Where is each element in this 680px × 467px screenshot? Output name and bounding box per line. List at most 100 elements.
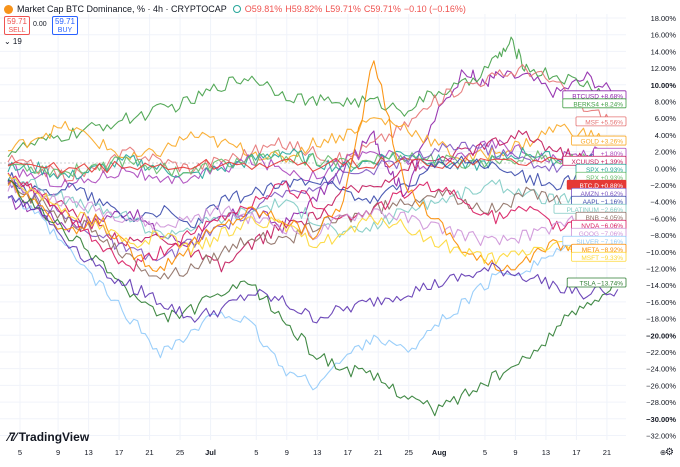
x-tick-label: 17 <box>344 448 352 457</box>
series-line-aapl <box>7 155 619 229</box>
y-tick-label: −24.00% <box>646 365 676 374</box>
series-line-platinum <box>7 177 619 240</box>
x-tick-label: 9 <box>285 448 289 457</box>
series-label-box <box>566 277 627 288</box>
series-label-msf: MSF +5.56% <box>575 116 627 126</box>
studies-toggle[interactable]: ⌄ 19 <box>4 37 22 46</box>
series-label-text: MSF +5.56% <box>585 119 623 126</box>
gear-icon[interactable]: ⚙ <box>665 447 674 458</box>
x-tick-label: 17 <box>115 448 123 457</box>
series-label-text: MSFT −9.33% <box>581 255 623 262</box>
buy-button[interactable]: 59.71 BUY <box>52 16 78 35</box>
series-line-gold <box>7 117 619 163</box>
chart-title: Market Cap BTC Dominance, % · 4h · CRYPT… <box>17 4 227 14</box>
y-tick-label: −30.00% <box>646 415 676 424</box>
series-price-labels: BTCUSD +8.68%BERKS4 +8.24% MSF +5.56% GOLD… <box>553 90 627 288</box>
logo-text: TradingView <box>18 430 90 444</box>
series-label-text: TSLA −13.74% <box>579 281 623 288</box>
series-line-btc.d <box>7 155 618 174</box>
y-tick-label: 4.00% <box>655 131 677 140</box>
series-label-text: GOLD +3.26% <box>581 139 624 146</box>
x-tick-label: 9 <box>513 448 517 457</box>
y-tick-label: −6.00% <box>650 214 676 223</box>
tradingview-logo-icon: ⁄7⁄ <box>8 430 17 444</box>
x-tick-label: 25 <box>405 448 413 457</box>
series-label-text: GOOG −7.06% <box>579 231 623 238</box>
ohlc-open: O59.81% <box>244 4 283 14</box>
series-label-box <box>571 251 627 262</box>
x-tick-label: Aug <box>432 448 447 457</box>
y-tick-label: 2.00% <box>655 148 677 157</box>
series-line-xcuusd <box>7 129 619 273</box>
series-line-msf <box>7 64 619 182</box>
x-tick-label: 13 <box>313 448 321 457</box>
series-line-msft <box>7 173 618 265</box>
x-tick-label: 5 <box>254 448 258 457</box>
series-label-text: XCUUSD +1.39% <box>572 159 624 166</box>
series-label-aapl: AAPL −1.16% <box>571 195 627 206</box>
y-tick-label: 16.00% <box>651 31 677 40</box>
buy-label: BUY <box>57 27 73 34</box>
y-tick-label: −28.00% <box>646 398 676 407</box>
y-tick-label: −2.00% <box>650 181 676 190</box>
series-line-berks4 <box>7 36 619 158</box>
y-tick-label: 14.00% <box>651 47 677 56</box>
y-tick-label: −10.00% <box>646 248 676 257</box>
series-label-msft: MSFT −9.33% <box>571 251 627 262</box>
y-tick-label: 0.00% <box>655 164 677 173</box>
y-tick-label: −20.00% <box>646 331 676 340</box>
series-label-box <box>562 98 627 109</box>
y-tick-label: −16.00% <box>646 298 676 307</box>
x-tick-label: ⊕ <box>660 448 666 457</box>
buy-price: 59.71 <box>54 17 76 26</box>
y-tick-label: 12.00% <box>651 64 677 73</box>
status-dot-icon <box>232 5 241 13</box>
series-line-tsla <box>7 179 618 417</box>
bitcoin-icon <box>4 4 13 14</box>
series-label-text: BERKS4 +8.24% <box>573 101 623 108</box>
grid-lines <box>0 14 626 440</box>
series-label-text: PLATINUM −2.66% <box>567 207 624 214</box>
ohlc-low: L59.71% <box>325 4 361 14</box>
series-label-text: AMZN +0.62% <box>581 191 624 198</box>
y-tick-label: 8.00% <box>655 97 677 106</box>
ohlc-change: −0.10 (−0.16%) <box>403 4 466 14</box>
series-label-text: META −8.92% <box>582 247 623 254</box>
sell-button[interactable]: 59.71 SELL <box>4 16 30 35</box>
sell-price: 59.71 <box>6 17 28 26</box>
series-label-text: BTCUSD +8.68% <box>572 93 623 100</box>
x-tick-label: 25 <box>176 448 184 457</box>
chart-header: Market Cap BTC Dominance, % · 4h · CRYPT… <box>4 2 469 16</box>
y-axis: 18.00% 16.00% 14.00% 12.00% 10.00% 8.00% 6.00%… <box>646 14 676 440</box>
x-tick-label: 5 <box>18 448 22 457</box>
spread-value: 0.00 <box>33 21 47 28</box>
tradingview-logo: ⁄7⁄ TradingView <box>8 430 89 444</box>
series-label-text: BNB −4.05% <box>586 215 624 222</box>
y-tick-label: −18.00% <box>646 315 676 324</box>
x-axis: 5 9 13 17 21 25 Jul 5 9 13 17 21 25 Aug 5 9 13 17 21 ⊕ <box>18 448 666 457</box>
series-label-text: BTC.D +0.88% <box>579 183 623 190</box>
series-label-tsla: TSLA −13.74% <box>566 277 627 288</box>
series-label-box <box>571 135 627 146</box>
ohlc-high: H59.82% <box>285 4 323 14</box>
y-tick-label: 18.00% <box>651 14 677 23</box>
x-tick-label: 9 <box>56 448 60 457</box>
y-tick-label: −12.00% <box>646 264 676 273</box>
series-label-berks4: BERKS4 +8.24% <box>562 98 627 109</box>
x-tick-label: 21 <box>374 448 382 457</box>
y-tick-label: −4.00% <box>650 198 676 207</box>
x-tick-label: 17 <box>572 448 580 457</box>
x-tick-label: 5 <box>483 448 487 457</box>
y-tick-label: −26.00% <box>646 381 676 390</box>
y-tick-label: −32.00% <box>646 431 676 440</box>
sell-label: SELL <box>8 27 26 34</box>
y-tick-label: −14.00% <box>646 281 676 290</box>
y-tick-label: 6.00% <box>655 114 677 123</box>
x-tick-label: 13 <box>542 448 550 457</box>
x-tick-label: 21 <box>145 448 153 457</box>
series-line-unnamed <box>7 194 619 324</box>
series-label-text: SILVER −7.16% <box>576 239 623 246</box>
series-label-gold: GOLD +3.26% <box>571 135 627 146</box>
